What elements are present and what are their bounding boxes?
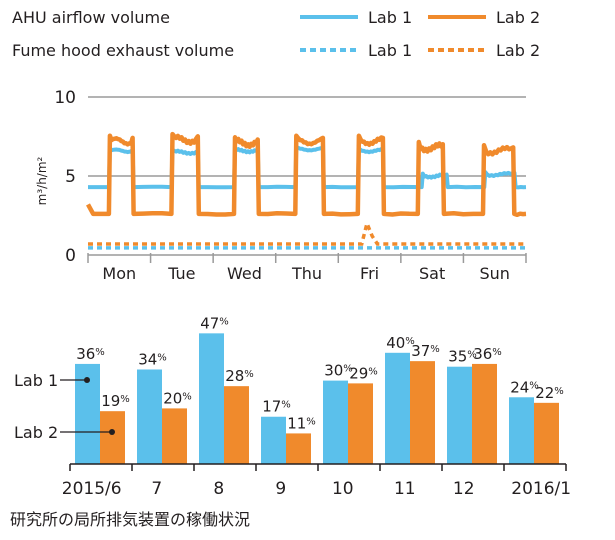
bar-lab-1	[261, 416, 286, 464]
bar-lab-2	[534, 402, 559, 464]
data-label-lab-2: 11%	[287, 414, 316, 432]
bar-lab-1	[137, 369, 162, 464]
series-callout-label-lab-1: Lab 1	[14, 371, 58, 390]
x-tick-label: Mon	[102, 264, 136, 283]
bar-lab-2	[224, 386, 249, 464]
bar-lab-1	[199, 333, 224, 464]
data-label-lab-2: 29%	[349, 364, 378, 382]
series-callout-label-lab-2: Lab 2	[14, 423, 58, 442]
x-tick-label: Tue	[167, 264, 195, 283]
legend-entry-label: Lab 1	[368, 8, 412, 27]
legend-entry-label: Lab 2	[496, 8, 540, 27]
x-tick-label: Fri	[360, 264, 379, 283]
x-tick-label: 7	[151, 479, 162, 499]
data-label-lab-2: 22%	[535, 384, 564, 402]
bar-lab-2	[472, 363, 497, 464]
data-label-lab-2: 28%	[225, 367, 254, 385]
data-label-lab-1: 24%	[510, 378, 539, 396]
x-tick-label: 11	[394, 479, 416, 499]
figure-caption: 研究所の局所排気装置の稼働状況	[10, 510, 251, 529]
data-label-lab-1: 35%	[448, 348, 477, 366]
data-label-lab-1: 47%	[200, 314, 229, 332]
data-label-lab-1: 40%	[386, 334, 415, 352]
data-label-lab-1: 34%	[138, 350, 167, 368]
x-tick-label: 2015/6	[62, 479, 122, 499]
legend-group-label: AHU airflow volume	[12, 8, 170, 27]
bar-lab-1	[509, 397, 534, 464]
bar-lab-2	[100, 411, 125, 464]
data-label-lab-2: 37%	[411, 342, 440, 360]
x-tick-label: 8	[213, 479, 224, 499]
y-tick-label: 10	[54, 88, 76, 108]
data-label-lab-2: 19%	[101, 392, 130, 410]
y-tick-label: 5	[65, 167, 76, 187]
x-tick-label: 12	[453, 479, 475, 499]
series-line-ahu-lab-2	[86, 131, 527, 218]
series-line-ahu-lab-1	[88, 144, 527, 190]
legend-group-label: Fume hood exhaust volume	[12, 41, 234, 60]
legend-entry-label: Lab 2	[496, 41, 540, 60]
x-tick-label: Sun	[479, 264, 509, 283]
x-tick-label: Wed	[227, 264, 262, 283]
bar-lab-1	[323, 380, 348, 464]
data-label-lab-1: 30%	[324, 362, 353, 380]
data-label-lab-1: 36%	[76, 345, 105, 363]
x-tick-label: 2016/1	[511, 479, 571, 499]
y-tick-label: 0	[65, 246, 76, 266]
data-label-lab-1: 17%	[262, 398, 291, 416]
bar-lab-1	[385, 352, 410, 464]
bar-lab-2	[410, 361, 435, 464]
x-tick-label: Thu	[291, 264, 322, 283]
legend-entry-label: Lab 1	[368, 41, 412, 60]
bar-lab-2	[348, 383, 373, 464]
bar-lab-2	[286, 433, 311, 464]
callout-dot	[109, 429, 115, 435]
data-label-lab-2: 20%	[163, 389, 192, 407]
callout-dot	[84, 377, 90, 383]
x-tick-label: Sat	[419, 264, 445, 283]
x-tick-label: 9	[275, 479, 286, 499]
bar-lab-2	[162, 408, 187, 464]
y-axis-label: m³/h/m²	[35, 156, 49, 205]
series-line-fume-hood-lab-2	[88, 217, 526, 246]
x-tick-label: 10	[332, 479, 354, 499]
bar-lab-1	[447, 366, 472, 464]
data-label-lab-2: 36%	[473, 345, 502, 363]
